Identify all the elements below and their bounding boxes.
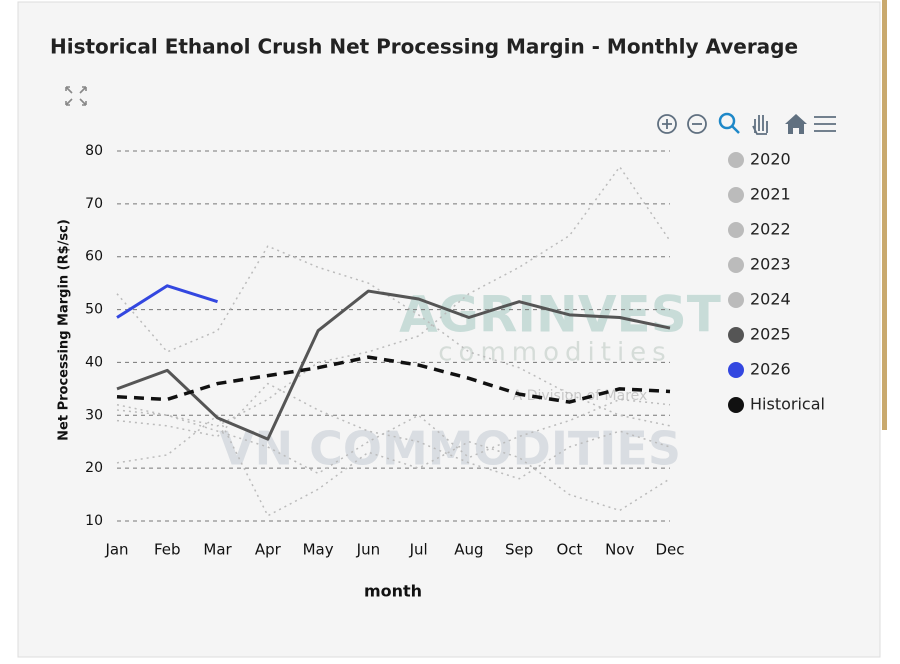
menu-button[interactable] [814, 116, 836, 132]
zoom-in-button[interactable] [657, 114, 677, 134]
series-line [116, 245, 671, 427]
legend-label: 2023 [750, 255, 791, 274]
y-tick-label: 30 [85, 407, 103, 423]
y-tick-label: 40 [85, 354, 103, 370]
x-tick-label: Oct [556, 541, 582, 559]
legend-marker [728, 222, 744, 238]
pan-button[interactable] [752, 115, 768, 135]
legend-marker [728, 292, 744, 308]
reset-button[interactable] [785, 114, 807, 134]
zoom-out-button[interactable] [687, 114, 707, 134]
legend-marker [728, 257, 744, 273]
series-line [116, 414, 671, 517]
x-tick-label: Dec [655, 541, 684, 559]
x-tick-label: Mar [203, 541, 232, 559]
legend-item[interactable]: 2021 [728, 185, 791, 204]
legend-marker [728, 187, 744, 203]
y-tick-label: 20 [85, 460, 103, 476]
legend-label: 2021 [750, 185, 791, 204]
x-tick-label: Feb [154, 541, 181, 559]
legend-item[interactable]: Historical [728, 395, 825, 414]
legend-marker [728, 152, 744, 168]
legend-label: 2025 [750, 325, 791, 344]
series-line [116, 398, 671, 475]
y-tick-label: 60 [85, 249, 103, 265]
series-line [116, 166, 671, 427]
legend-label: 2026 [750, 360, 791, 379]
x-tick-label: May [303, 541, 334, 559]
watermark-text: A Division of Marex [513, 388, 648, 404]
legend-item[interactable]: 2025 [728, 325, 791, 344]
watermark-text: VN COMMODITIES [219, 422, 681, 476]
x-tick-label: Jun [356, 541, 380, 559]
x-tick-label: Aug [454, 541, 483, 559]
plot-area: 10 20 30 40 50 60 70 80 Jan Feb Mar Apr May Jun Jul Aug… [85, 143, 684, 559]
series-line [116, 284, 218, 319]
series-line [116, 355, 671, 404]
legend-item[interactable]: 2024 [728, 290, 791, 309]
legend-item[interactable]: 2026 [728, 360, 791, 379]
zoom-select-button[interactable] [718, 112, 740, 134]
y-axis-label: Net Processing Margin (R$/sc) [57, 219, 72, 441]
x-tick-label: Apr [255, 541, 282, 559]
y-tick-label: 10 [85, 513, 103, 529]
series-line [116, 289, 671, 441]
side-bar [882, 0, 887, 430]
x-tick-label: Nov [605, 541, 634, 559]
x-axis-label: month [364, 582, 422, 601]
chart-title: Historical Ethanol Crush Net Processing … [50, 35, 798, 59]
legend-item[interactable]: 2020 [728, 150, 791, 169]
x-tick-label: Jul [409, 541, 428, 559]
y-tick-label: 70 [85, 196, 103, 212]
expand-icon[interactable] [65, 86, 87, 106]
legend-label: 2022 [750, 220, 791, 239]
legend-label: 2024 [750, 290, 791, 309]
legend-marker [728, 327, 744, 343]
legend-item[interactable]: 2022 [728, 220, 791, 239]
y-tick-label: 50 [85, 302, 103, 318]
legend-marker [728, 397, 744, 413]
watermark-text: AGRINVEST [399, 286, 721, 344]
y-tick-label: 80 [85, 143, 103, 159]
legend-label: Historical [750, 395, 825, 414]
x-tick-label: Sep [505, 541, 533, 559]
legend-item[interactable]: 2023 [728, 255, 791, 274]
legend-marker [728, 362, 744, 378]
x-tick-label: Jan [104, 541, 128, 559]
legend-label: 2020 [750, 150, 791, 169]
